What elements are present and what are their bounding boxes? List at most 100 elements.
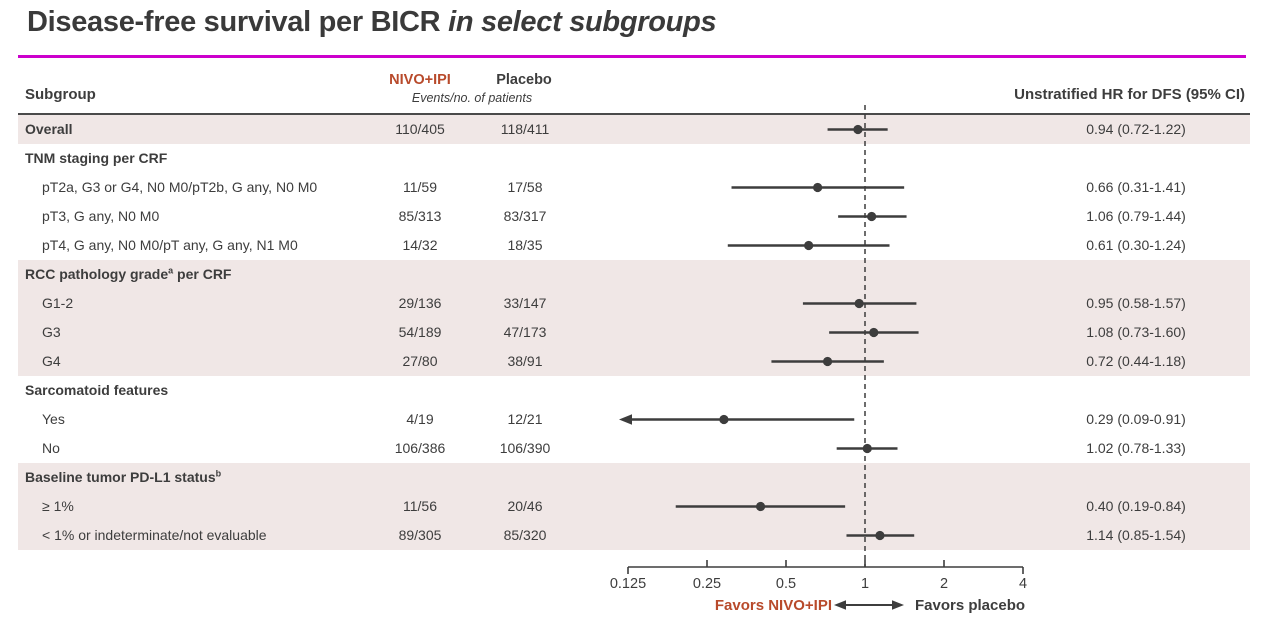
nivo-events-value: 106/386 — [394, 440, 446, 456]
hr-point-estimate — [813, 182, 823, 193]
table-row: No 106/386 106/390 1.02 (0.78-1.33) — [18, 434, 1250, 463]
subgroup-label: RCC pathology gradea per CRF — [25, 260, 231, 289]
subgroup-label: TNM staging per CRF — [25, 144, 167, 173]
x-axis-tick-label: 4 — [1019, 576, 1027, 592]
hr-point-estimate — [854, 298, 864, 309]
subgroup-label-text: RCC pathology grade — [25, 266, 169, 282]
subgroup-label: G3 — [42, 318, 61, 347]
subgroup-label-text: Overall — [25, 121, 73, 137]
section-header-row: TNM staging per CRF — [18, 144, 1250, 173]
column-header-nivo-ipi: NIVO+IPI — [389, 72, 451, 88]
title-text: Disease-free survival per BICR — [27, 6, 449, 38]
nivo-events-value: 110/405 — [395, 121, 445, 137]
favors-arrow-right-head — [892, 600, 904, 610]
subgroup-label: < 1% or indeterminate/not evaluable — [42, 521, 267, 550]
x-axis-tick-label: 0.25 — [693, 576, 721, 592]
favors-arrow-left-head — [834, 600, 846, 610]
placebo-events-value: 106/390 — [499, 440, 551, 456]
table-row: Overall 110/405 118/411 0.94 (0.72-1.22) — [18, 115, 1250, 144]
subgroup-label-text: Baseline tumor PD-L1 status — [25, 469, 216, 485]
column-header-placebo: Placebo — [496, 72, 552, 88]
table-row: Yes 4/19 12/21 0.29 (0.09-0.91) — [18, 405, 1250, 434]
subgroup-label-text: ≥ 1% — [42, 498, 74, 514]
subgroup-label-text: pT3, G any, N0 M0 — [42, 208, 160, 224]
placebo-events-value: 33/147 — [503, 295, 547, 311]
subgroup-label-text: Sarcomatoid features — [25, 382, 169, 398]
column-header-events-caption: Events/no. of patients — [411, 91, 533, 105]
nivo-events-value: 85/313 — [398, 208, 442, 224]
nivo-events-value: 4/19 — [406, 411, 434, 427]
subgroup-label-text: Yes — [42, 411, 65, 427]
placebo-events-value: 18/35 — [507, 237, 543, 253]
hr-point-estimate — [862, 443, 872, 454]
placebo-events-value: 38/91 — [507, 353, 543, 369]
favors-nivo-ipi-label: Favors NIVO+IPI — [714, 597, 832, 614]
subgroup-label: pT2a, G3 or G4, N0 M0/pT2b, G any, N0 M0 — [42, 173, 317, 202]
page-title: Disease-free survival per BICR in select… — [27, 6, 717, 39]
nivo-events-value: 89/305 — [398, 527, 442, 543]
subgroup-label: Yes — [42, 405, 65, 434]
hr-point-estimate — [755, 501, 766, 512]
subgroup-label: ≥ 1% — [42, 492, 74, 521]
hr-ci-value: 0.72 (0.44-1.18) — [1086, 353, 1186, 369]
table-row: pT4, G any, N0 M0/pT any, G any, N1 M0 14… — [18, 231, 1250, 260]
placebo-events-value: 20/46 — [507, 498, 543, 514]
x-axis-tick-label: 2 — [940, 576, 948, 592]
table-row: G1-2 29/136 33/147 0.95 (0.58-1.57) — [18, 289, 1250, 318]
subgroup-label: Sarcomatoid features — [25, 376, 168, 405]
hr-point-estimate — [804, 240, 814, 251]
header-separator-line — [18, 113, 1250, 115]
subgroup-label: G1-2 — [42, 289, 73, 318]
hr-ci-value: 0.29 (0.09-0.91) — [1086, 411, 1186, 427]
hr-ci-value: 0.66 (0.31-1.41) — [1086, 179, 1186, 195]
table-row: < 1% or indeterminate/not evaluable 89/30… — [18, 521, 1250, 550]
title-italic-text: in select subgroups — [448, 6, 717, 38]
hr-point-estimate — [869, 327, 879, 338]
placebo-events-value: 12/21 — [507, 411, 543, 427]
hr-ci-value: 1.02 (0.78-1.33) — [1086, 440, 1186, 456]
section-header-row: Baseline tumor PD-L1 statusb — [18, 463, 1250, 492]
table-row: pT2a, G3 or G4, N0 M0/pT2b, G any, N0 M0… — [18, 173, 1250, 202]
nivo-events-value: 11/59 — [403, 179, 437, 195]
hr-point-estimate — [719, 414, 729, 425]
table-row: ≥ 1% 11/56 20/46 0.40 (0.19-0.84) — [18, 492, 1250, 521]
hr-ci-value: 0.94 (0.72-1.22) — [1086, 121, 1186, 137]
table-row: pT3, G any, N0 M0 85/313 83/317 1.06 (0.79-… — [18, 202, 1250, 231]
nivo-events-value: 11/56 — [403, 498, 437, 514]
section-header-row: Sarcomatoid features — [18, 376, 1250, 405]
subgroup-label: G4 — [42, 347, 61, 376]
nivo-events-value: 14/32 — [402, 237, 438, 253]
hr-point-estimate — [853, 124, 863, 135]
favors-placebo-label: Favors placebo — [915, 597, 1026, 614]
hr-ci-value: 1.08 (0.73-1.60) — [1086, 324, 1186, 340]
nivo-events-value: 27/80 — [402, 353, 438, 369]
subgroup-label-text: TNM staging per CRF — [25, 150, 168, 166]
x-axis-tick-label: 0.5 — [776, 576, 796, 592]
hr-point-estimate — [875, 530, 885, 541]
subgroup-label: pT4, G any, N0 M0/pT any, G any, N1 M0 — [42, 231, 298, 260]
hr-ci-value: 0.61 (0.30-1.24) — [1086, 237, 1186, 253]
subgroup-label: Baseline tumor PD-L1 statusb — [25, 463, 221, 492]
placebo-events-value: 47/173 — [503, 324, 547, 340]
footnote-marker: b — [215, 468, 222, 479]
subgroup-label-text: pT2a, G3 or G4, N0 M0/pT2b, G any, N0 M0 — [42, 179, 318, 195]
subgroup-label-suffix: per CRF — [173, 266, 232, 282]
nivo-events-value: 54/189 — [398, 324, 442, 340]
footnote-marker: a — [168, 265, 174, 276]
subgroup-label-text: G3 — [42, 324, 61, 340]
subgroup-label: No — [42, 434, 60, 463]
hr-ci-value: 0.40 (0.19-0.84) — [1086, 498, 1186, 514]
subgroup-label-text: G1-2 — [42, 295, 74, 311]
subgroup-label-text: G4 — [42, 353, 61, 369]
table-row: G3 54/189 47/173 1.08 (0.73-1.60) — [18, 318, 1250, 347]
section-header-row: RCC pathology gradea per CRF — [18, 260, 1250, 289]
hr-ci-value: 1.06 (0.79-1.44) — [1086, 208, 1186, 224]
column-header-subgroup: Subgroup — [25, 86, 96, 103]
hr-ci-value: 1.14 (0.85-1.54) — [1086, 527, 1186, 543]
hr-point-estimate — [867, 211, 877, 222]
placebo-events-value: 83/317 — [503, 208, 547, 224]
hr-ci-value: 0.95 (0.58-1.57) — [1086, 295, 1186, 311]
column-header-hr: Unstratified HR for DFS (95% CI) — [1014, 86, 1245, 103]
x-axis-tick-label: 0.125 — [610, 576, 646, 592]
